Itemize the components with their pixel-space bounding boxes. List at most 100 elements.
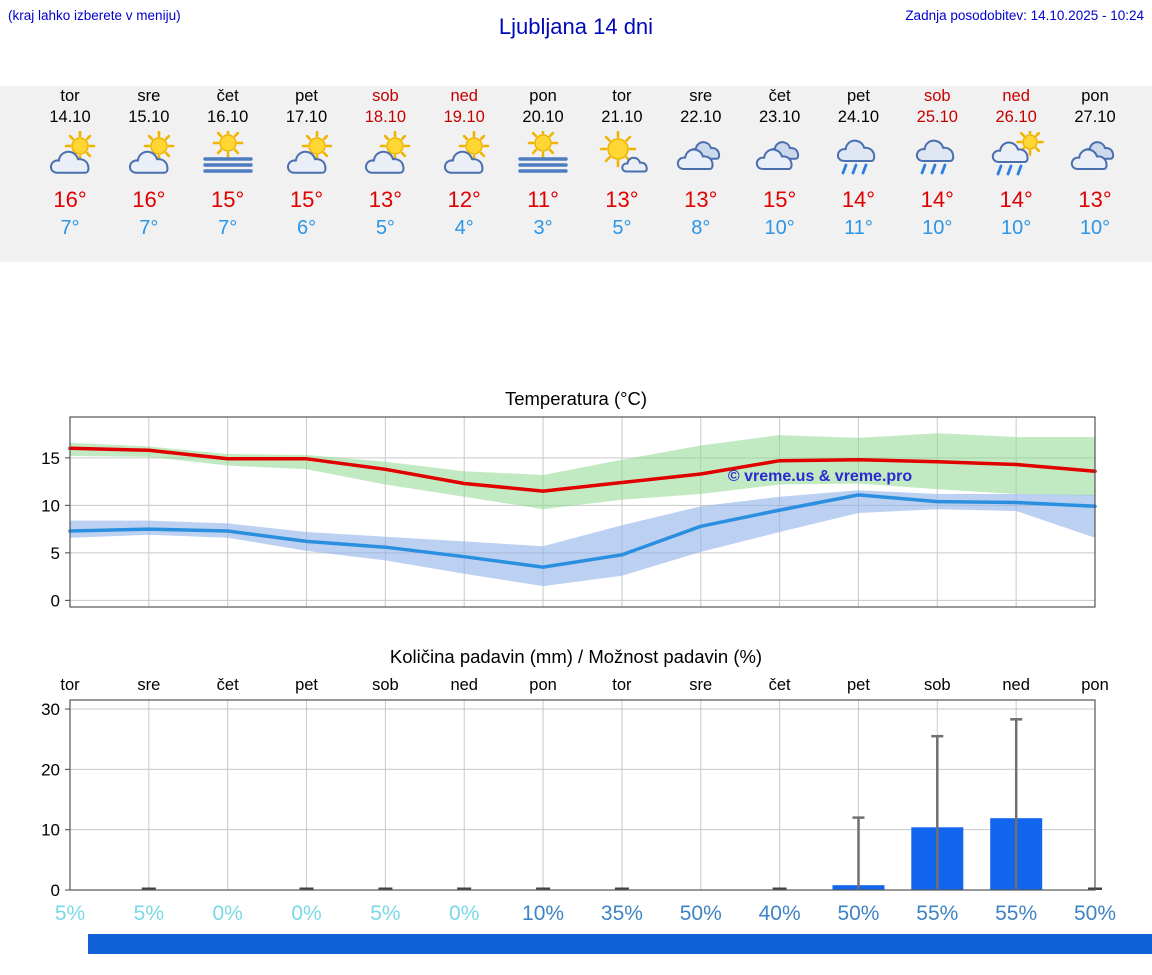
- day-name: sob: [923, 87, 951, 105]
- precip-bar-trace: [141, 887, 156, 890]
- footer-banner[interactable]: [88, 934, 1152, 954]
- forecast-day: pet 24.10 14° 11°: [818, 86, 898, 240]
- cloud-icon: [661, 128, 741, 181]
- tmin-label: 3°: [533, 217, 553, 239]
- tmax-label: 15°: [762, 187, 797, 212]
- forecast-day: pet 17.10 15° 6°: [267, 86, 347, 240]
- sun-cloud-icon: [267, 128, 347, 181]
- forecast-day: čet 16.10 15° 7°: [188, 86, 268, 240]
- forecast-day: ned 19.10 12° 4°: [424, 86, 504, 240]
- day-name: čet: [216, 87, 239, 105]
- svg-text:5: 5: [51, 544, 60, 563]
- precip-bar-trace: [457, 887, 472, 890]
- precip-day-label: čet: [768, 676, 791, 694]
- svg-text:10: 10: [41, 821, 60, 840]
- day-date: 25.10: [916, 108, 958, 126]
- tmin-band: [70, 490, 1095, 587]
- sun-small-cloud-icon: [582, 128, 662, 181]
- tmax-label: 13°: [368, 187, 403, 212]
- forecast-day: pon 20.10 11° 3°: [503, 86, 583, 240]
- day-date: 20.10: [522, 108, 564, 126]
- day-name: sob: [372, 87, 399, 105]
- rain-sun-icon: [991, 128, 1044, 176]
- tmax-label: 15°: [289, 187, 324, 212]
- tmax-label: 13°: [684, 187, 718, 212]
- precip-bar-trace: [536, 887, 551, 890]
- rain-cloud-icon: [897, 128, 977, 181]
- precip-day-label: čet: [216, 676, 239, 694]
- day-name: pon: [529, 87, 557, 105]
- sun-cloud-icon: [424, 128, 504, 181]
- pop-percent: 0%: [449, 902, 480, 925]
- tmin-label: 7°: [60, 217, 80, 239]
- precip-day-label: pon: [529, 676, 557, 694]
- temperature-chart-svg: 0 5 10 15 © vreme.us & vreme.pro: [41, 416, 1097, 610]
- day-name: ned: [1002, 87, 1030, 105]
- pop-percent: 50%: [679, 902, 722, 925]
- forecast-day: sob 25.10 14° 10°: [897, 86, 977, 240]
- cloud-icon: [1055, 128, 1135, 181]
- pop-percent: 0%: [212, 902, 243, 925]
- tmin-label: 10°: [1079, 217, 1111, 239]
- tmax-line: [68, 446, 1097, 493]
- day-date: 14.10: [49, 108, 91, 126]
- pop-percent: 5%: [133, 902, 165, 925]
- precip-chart-title: Količina padavin (mm) / Možnost padavin …: [389, 646, 763, 667]
- fog-sun-icon: [503, 127, 583, 181]
- precip-chart: 0 10 20 30: [0, 698, 1152, 900]
- sun-cloud-icon: [286, 130, 332, 174]
- precip-day-label: sre: [137, 676, 161, 694]
- cloud-icon: [1070, 141, 1115, 170]
- forecast-day: tor 14.10 16° 7°: [30, 86, 110, 240]
- forecast-day: sre 15.10 16° 7°: [109, 86, 189, 240]
- day-date: 27.10: [1074, 108, 1116, 126]
- tmin-label: 11°: [844, 217, 873, 239]
- precip-day-label: pet: [295, 676, 318, 694]
- sun-small-cloud-icon: [599, 130, 648, 173]
- pop-percent: 55%: [995, 902, 1038, 925]
- rain-cloud-icon: [837, 139, 876, 175]
- tmin-label: 4°: [454, 217, 474, 239]
- precip-day-label: ned: [450, 676, 478, 694]
- tmax-label: 14°: [920, 187, 954, 212]
- precip-day-label: ned: [1002, 676, 1030, 694]
- tmax-band: [70, 433, 1095, 510]
- svg-text:0: 0: [51, 591, 60, 610]
- pop-percent: 50%: [1073, 902, 1117, 925]
- menu-note[interactable]: (kraj lahko izberete v meniju): [8, 8, 181, 23]
- sun-cloud-icon: [345, 128, 425, 181]
- day-name: pet: [295, 87, 318, 105]
- day-name: čet: [768, 87, 791, 105]
- pop-percent: 55%: [916, 902, 959, 925]
- tmin-label: 10°: [764, 217, 795, 239]
- sun-cloud-icon: [365, 130, 411, 174]
- tmin-line: [68, 493, 1097, 569]
- rain-cloud-icon: [818, 128, 898, 181]
- pop-percent: 5%: [54, 902, 86, 925]
- precip-bar-trace: [772, 887, 787, 890]
- tmin-label: 10°: [922, 217, 953, 239]
- precip-chart-svg: 0 10 20 30: [41, 699, 1102, 900]
- pop-row: 5% 5% 0% 0% 5% 0% 10% 35% 50% 40% 50% 55% 55% 50%: [0, 902, 1152, 930]
- day-name: pet: [846, 87, 870, 105]
- sun-cloud-icon: [30, 128, 110, 181]
- day-date: 22.10: [680, 108, 722, 126]
- forecast-day: sob 18.10 13° 5°: [345, 86, 425, 240]
- precip-day-label: tor: [60, 676, 80, 694]
- cloud-icon: [676, 141, 720, 170]
- forecast-day: tor 21.10 13° 5°: [582, 86, 662, 240]
- pop-percent: 5%: [370, 902, 401, 925]
- precip-day-label: sre: [689, 676, 713, 694]
- svg-text:15: 15: [41, 449, 60, 468]
- precip-bar-trace: [614, 887, 629, 890]
- last-update: Zadnja posodobitev: 14.10.2025 - 10:24: [905, 8, 1144, 23]
- day-name: sre: [137, 87, 161, 105]
- pop-percent: 0%: [291, 902, 322, 925]
- day-date: 16.10: [207, 108, 249, 126]
- precip-day-label: sob: [372, 676, 399, 694]
- tmax-label: 13°: [605, 187, 639, 212]
- rain-sun-icon: [976, 128, 1056, 181]
- precip-bar-trace: [378, 887, 393, 890]
- forecast-day: pon 27.10 13° 10°: [1055, 86, 1135, 240]
- fog-sun-icon: [518, 127, 568, 173]
